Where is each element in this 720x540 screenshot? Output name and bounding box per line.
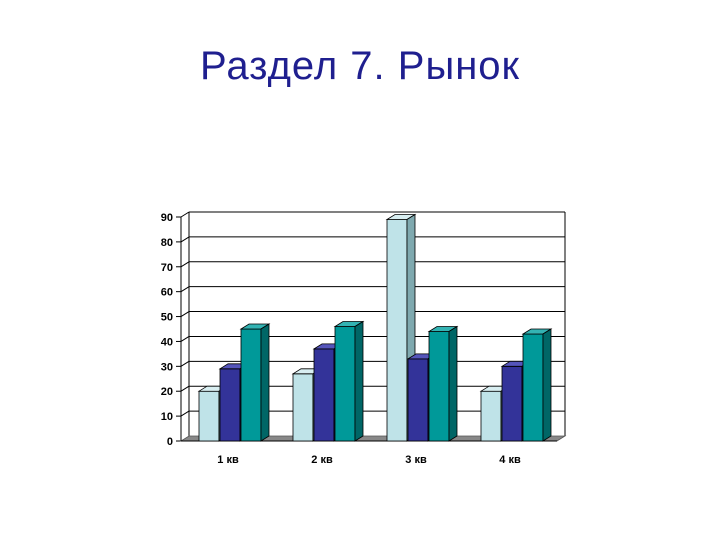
y-tick-label: 90 <box>161 212 173 224</box>
y-tick-label: 20 <box>161 386 173 398</box>
y-tick-label: 50 <box>161 312 173 324</box>
gridline-diagonal <box>180 211 190 218</box>
bar-front <box>428 331 450 442</box>
x-category-label: 4 кв <box>499 454 521 466</box>
bar <box>333 320 365 442</box>
bar-front <box>313 348 335 442</box>
y-tick-label: 80 <box>161 237 173 249</box>
gridline-diagonal <box>180 385 190 392</box>
y-tick-label: 60 <box>161 287 173 299</box>
bar <box>239 323 271 442</box>
bar-front <box>522 333 544 442</box>
y-tick-label: 0 <box>167 436 173 448</box>
gridline-diagonal <box>180 236 190 243</box>
bar <box>521 328 553 442</box>
bar-front <box>240 328 262 442</box>
bar-side <box>448 325 458 442</box>
bar-front <box>292 373 314 442</box>
gridline-diagonal <box>180 410 190 417</box>
y-tick-label: 70 <box>161 262 173 274</box>
bar-front <box>407 358 429 442</box>
gridline-diagonal <box>180 261 190 268</box>
x-category-label: 1 кв <box>217 454 239 466</box>
y-tick-label: 30 <box>161 361 173 373</box>
y-tick-label: 10 <box>161 411 173 423</box>
y-tick-label: 40 <box>161 336 173 348</box>
gridline-diagonal <box>180 286 190 293</box>
bar <box>427 325 459 442</box>
y-axis-ticks: 0 10 20 30 40 50 60 70 80 90 <box>161 212 173 448</box>
gridline-diagonal <box>180 360 190 367</box>
bar-side <box>542 328 552 442</box>
bar-front <box>198 390 220 442</box>
x-category-label: 3 кв <box>405 454 427 466</box>
x-category-label: 2 кв <box>311 454 333 466</box>
bar-front <box>219 368 241 442</box>
bar-front <box>480 390 502 442</box>
bars-layer <box>197 213 553 442</box>
gridline-diagonal <box>180 336 190 342</box>
gridline-diagonal <box>180 311 190 317</box>
x-axis-categories: 1 кв 2 кв 3 кв 4 кв <box>217 454 521 466</box>
bar-front <box>501 365 523 442</box>
bar-front <box>386 219 408 442</box>
bar-side <box>260 323 270 442</box>
bar-front <box>334 326 356 442</box>
slide-title: Раздел 7. Рынок <box>199 44 521 88</box>
bar-side <box>354 320 364 442</box>
